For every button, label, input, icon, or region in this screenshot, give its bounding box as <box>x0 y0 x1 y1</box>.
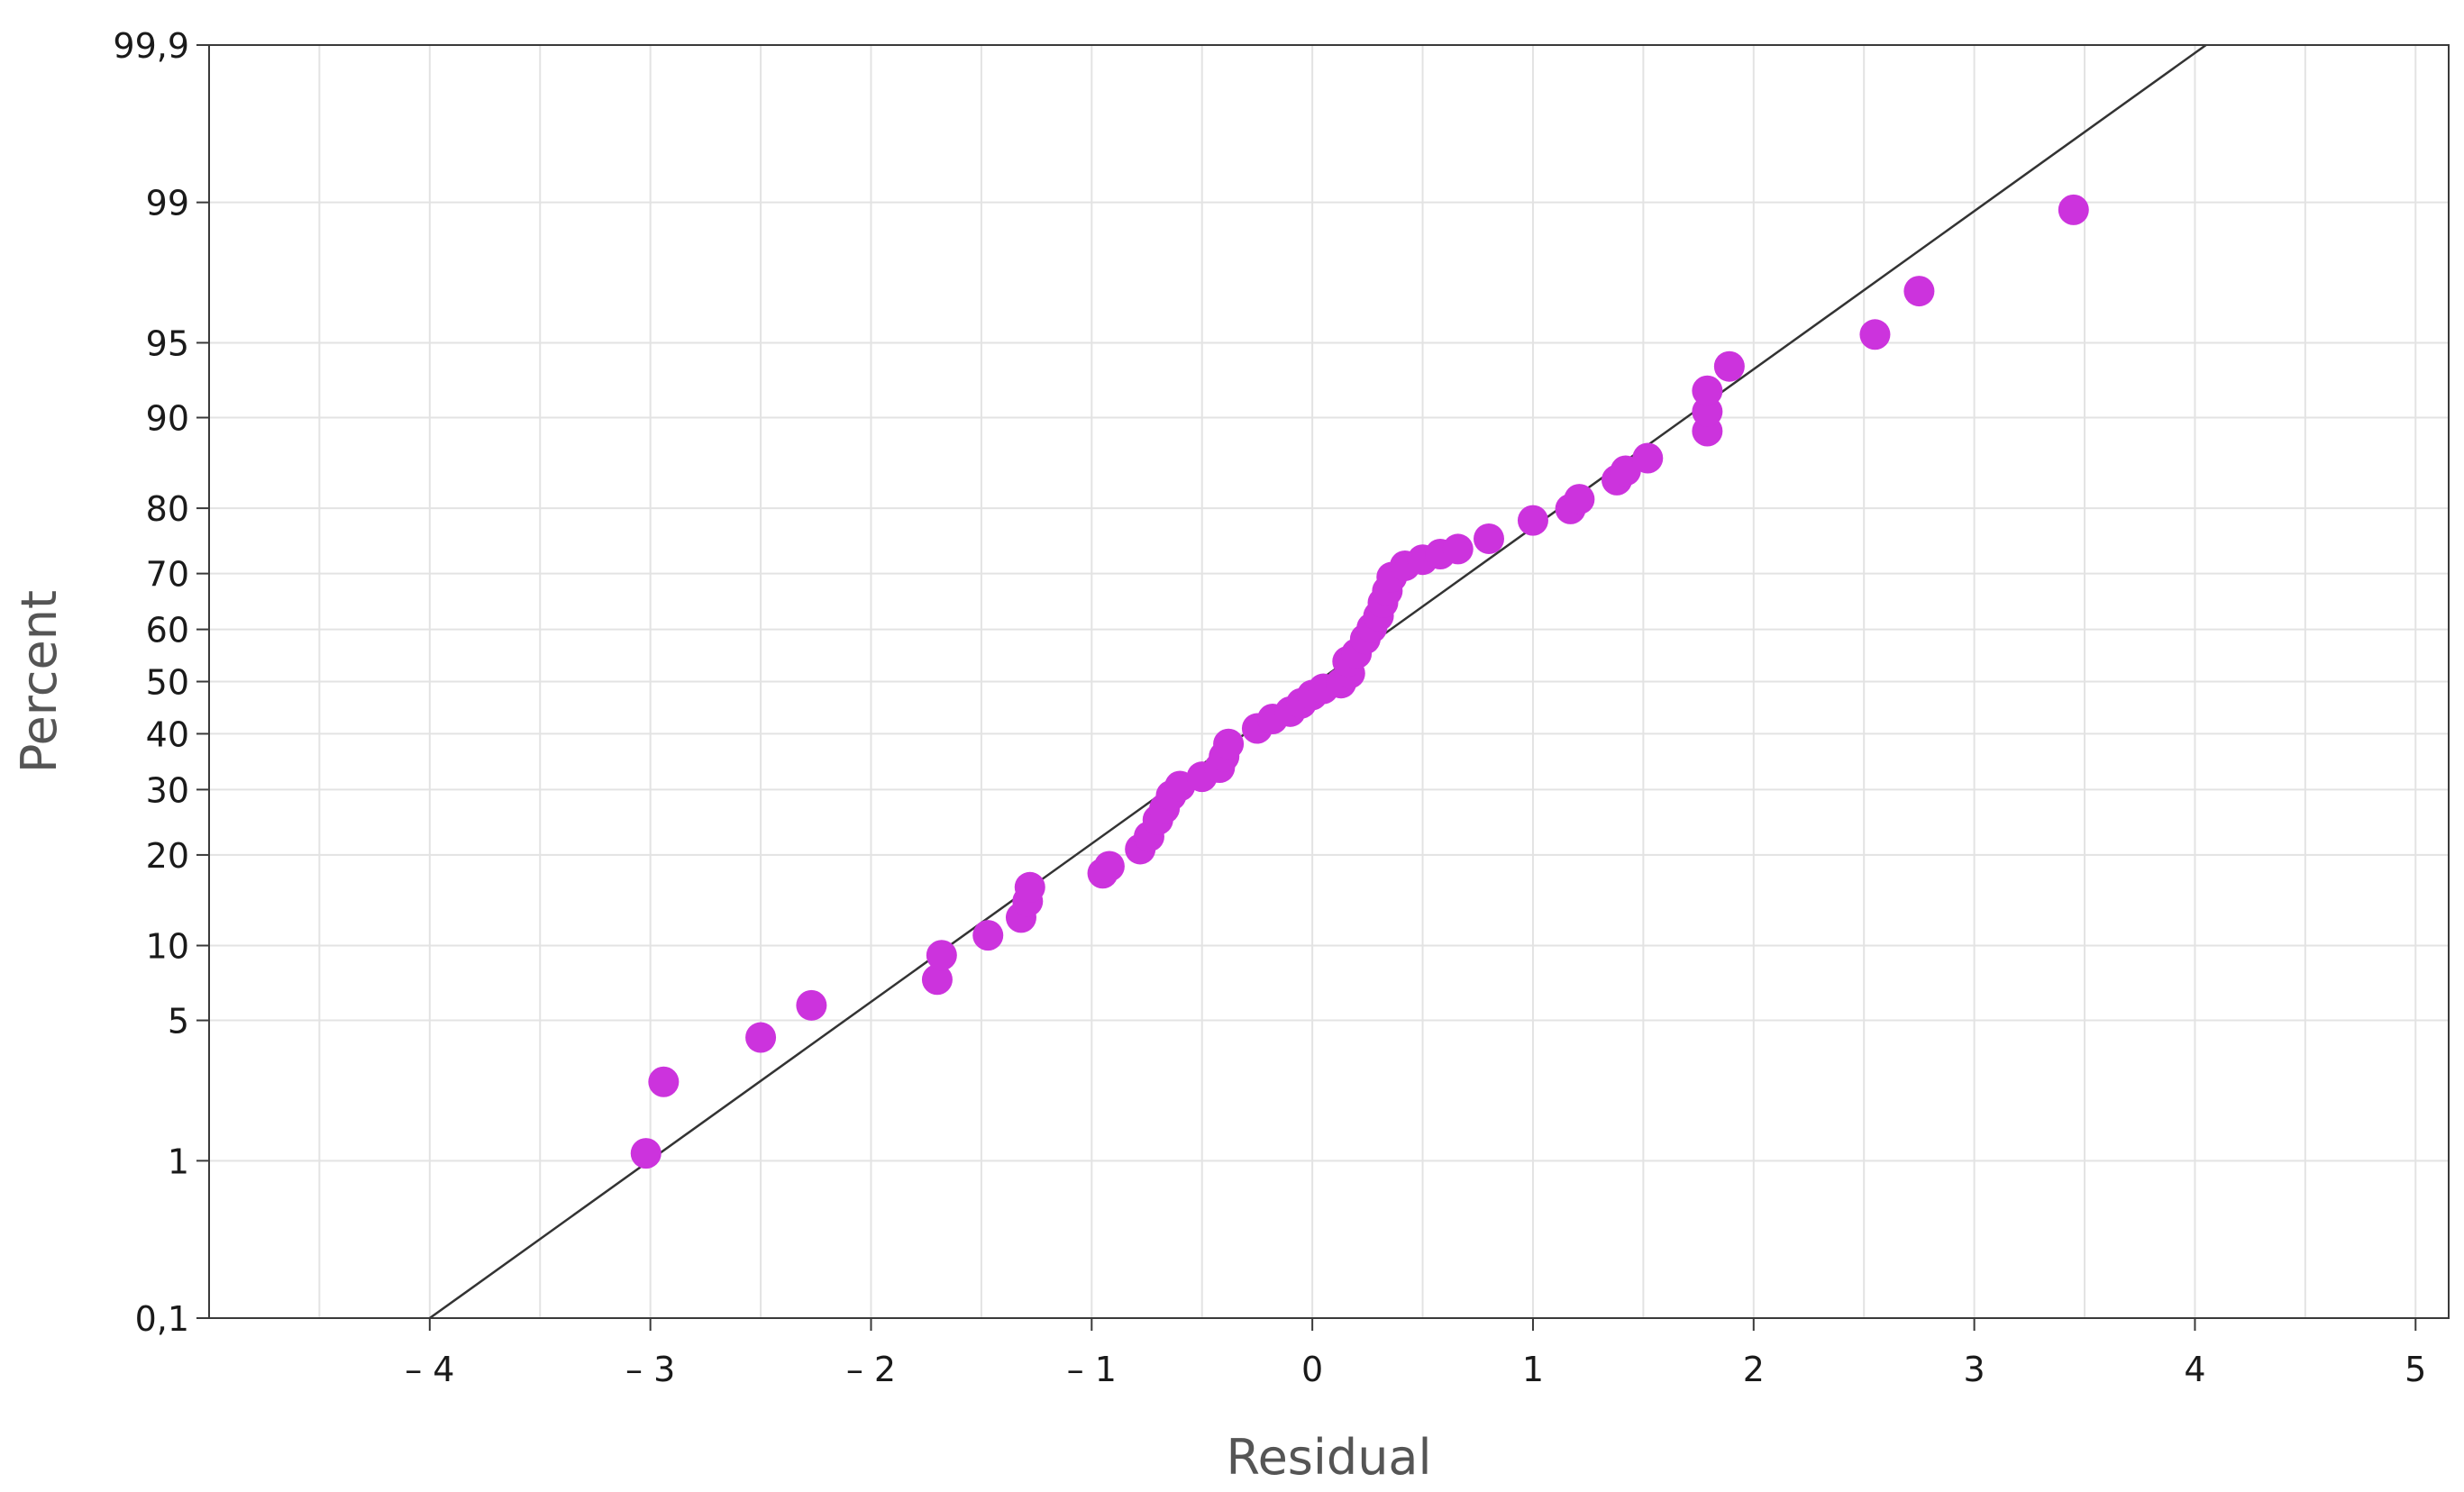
y-tick-label: 99,9 <box>113 26 189 66</box>
data-point <box>630 1138 662 1169</box>
y-tick-label: 0,1 <box>135 1299 189 1339</box>
y-tick-label: 95 <box>146 323 189 363</box>
data-point <box>745 1022 777 1053</box>
y-tick-label: 90 <box>146 399 189 439</box>
x-tick-label: – 1 <box>1067 1350 1117 1389</box>
data-point <box>1903 276 1935 307</box>
x-tick-label: 5 <box>2405 1350 2426 1389</box>
data-point <box>648 1066 680 1097</box>
data-point <box>796 989 827 1021</box>
y-axis-title: Percent <box>11 590 68 773</box>
data-points <box>630 194 2089 1169</box>
data-point <box>972 920 1004 951</box>
data-point <box>1859 319 1891 350</box>
data-point <box>1213 728 1245 760</box>
x-axis: – 4 – 3 – 2 – 1 0 1 2 3 4 5 <box>405 1318 2426 1389</box>
y-axis: 0,1 1 5 10 20 30 40 50 60 70 80 90 95 99 99,9 <box>113 26 209 1339</box>
x-tick-label: 2 <box>1743 1350 1765 1389</box>
data-point <box>926 940 957 971</box>
y-tick-label: 1 <box>168 1142 189 1181</box>
x-tick-label: 4 <box>2184 1350 2205 1389</box>
y-tick-label: 80 <box>146 489 189 529</box>
data-point <box>1093 851 1125 882</box>
x-tick-label: 1 <box>1522 1350 1544 1389</box>
y-tick-label: 5 <box>168 1002 189 1042</box>
x-tick-label: – 2 <box>846 1350 896 1389</box>
y-tick-label: 30 <box>146 770 189 810</box>
data-point <box>1517 505 1548 536</box>
x-tick-label: 0 <box>1301 1350 1323 1389</box>
y-tick-label: 10 <box>146 926 189 966</box>
y-tick-label: 70 <box>146 555 189 595</box>
y-tick-label: 40 <box>146 714 189 754</box>
data-point <box>1632 442 1664 474</box>
y-tick-label: 20 <box>146 836 189 876</box>
data-point <box>1014 871 1045 903</box>
data-point <box>1564 484 1595 515</box>
y-tick-label: 99 <box>146 184 189 223</box>
data-point <box>2058 194 2089 225</box>
x-tick-label: 3 <box>1964 1350 1985 1389</box>
x-tick-label: – 3 <box>625 1350 675 1389</box>
data-point <box>1474 523 1504 554</box>
y-tick-label: 60 <box>146 611 189 650</box>
data-point <box>1713 350 1745 382</box>
x-axis-title: Residual <box>1226 1429 1431 1486</box>
data-point <box>1692 375 1723 406</box>
data-point <box>921 964 953 996</box>
x-tick-label: – 4 <box>405 1350 454 1389</box>
y-tick-label: 50 <box>146 663 189 703</box>
data-point <box>1442 533 1474 565</box>
